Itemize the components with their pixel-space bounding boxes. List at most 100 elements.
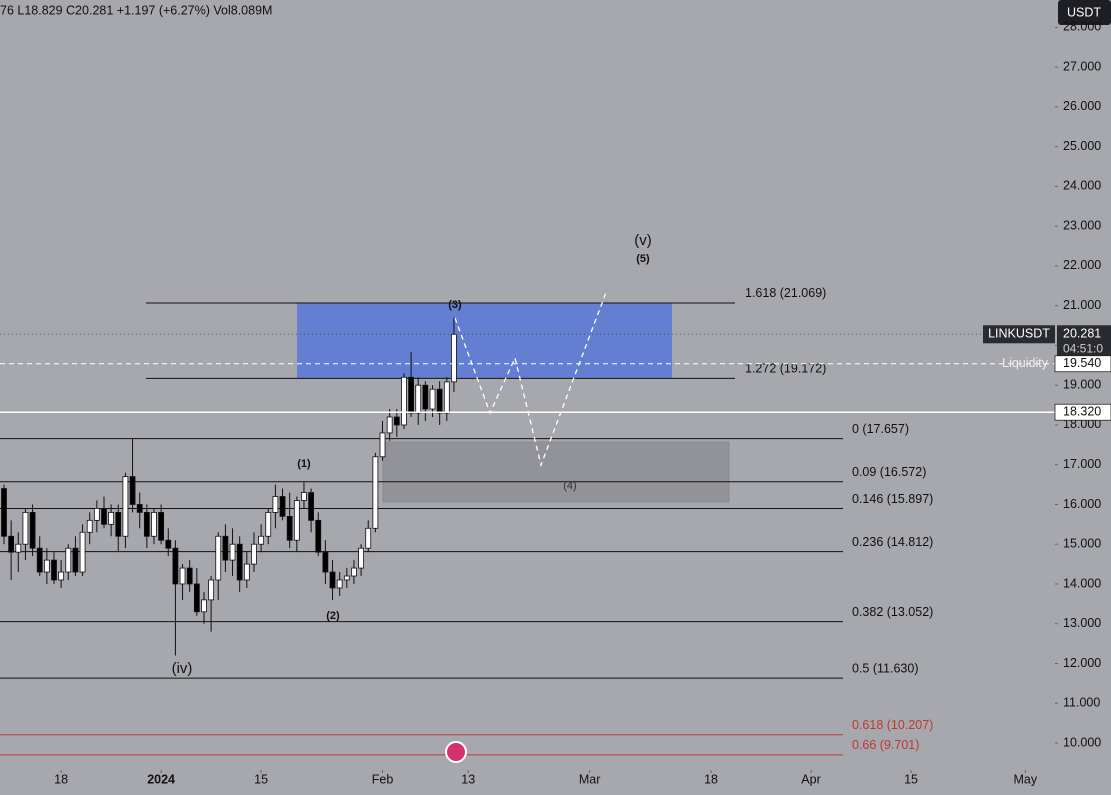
- symbol-label: LINKUSDT: [988, 327, 1050, 341]
- candle-body: [22, 512, 29, 545]
- y-tick-label: 15.000: [1063, 537, 1101, 551]
- x-tick-label: Mar: [579, 772, 601, 786]
- price-tag: [1057, 325, 1111, 360]
- candle-body: [36, 547, 43, 573]
- x-tick-label: Apr: [801, 772, 820, 786]
- candle-body: [215, 535, 222, 581]
- x-tick-label: May: [1013, 772, 1037, 786]
- fib-label: 0.236 (14.812): [852, 535, 933, 549]
- y-tick-label: 26.000: [1063, 99, 1101, 113]
- y-tick-label: 18.000: [1063, 417, 1101, 431]
- y-tick-label: 25.000: [1063, 139, 1101, 153]
- y-tick-label: 28.000: [1063, 20, 1101, 34]
- y-tick-label: 13.000: [1063, 616, 1101, 630]
- candle-body: [193, 583, 200, 613]
- candle-body: [172, 547, 179, 585]
- candle-body: [415, 384, 422, 414]
- currency-badge[interactable]: [1058, 0, 1111, 25]
- candle-body: [229, 543, 236, 561]
- fib-label: 0.382 (13.052): [852, 605, 933, 619]
- candle-body: [208, 579, 215, 601]
- fib-label: 0.5 (11.630): [852, 661, 918, 675]
- candle-body: [422, 384, 429, 410]
- candle-body: [136, 504, 143, 513]
- candle-body: [143, 512, 150, 537]
- candle-body: [43, 559, 50, 573]
- candle-body: [115, 512, 122, 537]
- candle-body: [365, 527, 372, 549]
- y-tick-label: 17.000: [1063, 457, 1101, 471]
- candle-body: [58, 571, 65, 581]
- candle-body: [186, 567, 193, 585]
- candle-body: [372, 456, 379, 529]
- candle-body: [315, 519, 322, 553]
- candle-body: [236, 543, 243, 581]
- candle-body: [308, 492, 315, 521]
- candle-body: [386, 416, 393, 434]
- candle-body: [301, 492, 307, 501]
- plot: 1.618 (21.069) 1.272 (19.172) 0 (17.657) 0.…: [0, 286, 933, 756]
- wave-label: (v): [634, 232, 652, 249]
- fib-label: 1.272 (19.172): [745, 362, 826, 376]
- candle-body: [258, 535, 265, 545]
- fib-label: 0.618 (10.207): [852, 718, 933, 732]
- candle-body: [29, 512, 36, 549]
- countdown: 04:51:0: [1063, 341, 1103, 355]
- candle-body: [401, 376, 407, 426]
- candle-body: [51, 559, 57, 581]
- candle-body: [101, 508, 107, 525]
- candle-body: [429, 388, 436, 410]
- fib-label: 0 (17.657): [852, 422, 909, 436]
- price-tag-label: 18.320: [1063, 405, 1101, 419]
- candle-body: [351, 567, 357, 577]
- candle-body: [72, 547, 79, 573]
- candle-body: [322, 551, 329, 573]
- candle-body: [329, 571, 336, 589]
- x-tick-label: Feb: [372, 772, 394, 786]
- y-tick-label: 21.000: [1063, 298, 1101, 312]
- y-tick-label: 23.000: [1063, 218, 1101, 232]
- candle-body: [286, 515, 293, 541]
- wave-label: (4): [563, 480, 576, 492]
- price-tag-label: 20.281: [1063, 327, 1101, 341]
- candle-body: [436, 388, 443, 414]
- y-tick-label: 27.000: [1063, 59, 1101, 73]
- candle-body: [65, 547, 72, 573]
- y-tick-label: 22.000: [1063, 258, 1101, 272]
- price-tag-label: 19.540: [1063, 356, 1101, 370]
- candle-body: [272, 496, 279, 513]
- wave-label: (3): [448, 299, 462, 311]
- candle-body: [358, 547, 364, 569]
- x-tick-label: 2024: [147, 772, 175, 786]
- x-tick-label: 13: [461, 772, 475, 786]
- y-tick-label: 14.000: [1063, 576, 1101, 590]
- currency-label: USDT: [1067, 5, 1101, 19]
- candle-body: [251, 543, 257, 565]
- candle-body: [79, 531, 86, 573]
- price-tag: [1054, 355, 1111, 373]
- liquidity-label: Liquidity: [1002, 356, 1049, 370]
- candle-body: [86, 519, 93, 533]
- event-icon[interactable]: [445, 741, 467, 763]
- candle-body: [393, 416, 400, 426]
- candle-body: [108, 512, 115, 525]
- target-zone: [297, 302, 672, 379]
- wave-label: (iv): [172, 660, 193, 677]
- candle-body: [179, 567, 186, 585]
- candle-body: [93, 508, 100, 521]
- candle-body: [201, 599, 207, 613]
- y-tick-label: 16.000: [1063, 497, 1101, 511]
- fib-label: 0.146 (15.897): [852, 492, 933, 506]
- x-tick-label: 15: [904, 772, 918, 786]
- y-tick-label: 11.000: [1063, 696, 1100, 710]
- candle-body: [1, 488, 7, 537]
- candle-body: [243, 563, 250, 581]
- candle-body: [279, 496, 286, 517]
- candle-body: [122, 476, 129, 537]
- wave-label: (1): [297, 458, 311, 470]
- fib-label: 0.66 (9.701): [852, 738, 919, 752]
- candle-body: [15, 543, 22, 553]
- x-tick-label: 18: [704, 772, 718, 786]
- candle-body: [165, 539, 172, 549]
